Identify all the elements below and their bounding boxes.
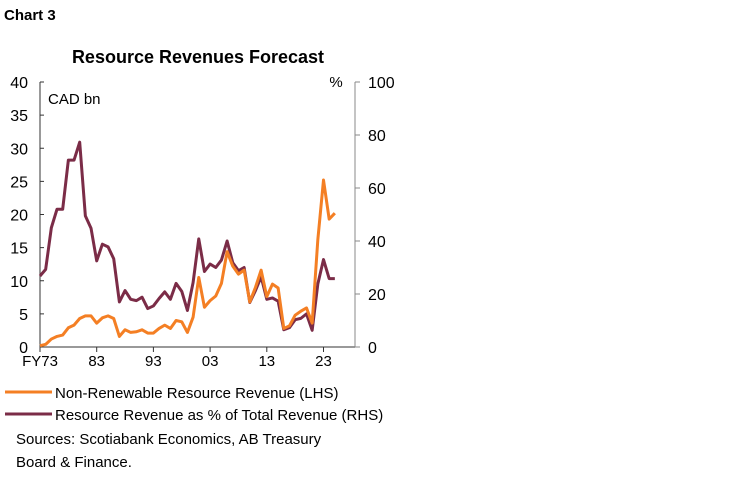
left-unit: CAD bn [48, 91, 101, 108]
header: Chart 3 [4, 7, 56, 24]
right-unit: % [329, 74, 342, 91]
right-tick-label: 20 [368, 287, 386, 304]
left-tick-label: 30 [10, 141, 28, 158]
left-tick-label: 0 [19, 340, 28, 357]
x-tick-label: FY73 [22, 353, 58, 370]
chart-title: Resource Revenues Forecast [72, 47, 324, 67]
left-tick-label: 15 [10, 241, 28, 258]
x-tick-label: 13 [258, 353, 275, 370]
right-tick-label: 100 [368, 75, 395, 92]
x-tick-label: 93 [145, 353, 162, 370]
series-line [38, 140, 335, 332]
left-tick-label: 40 [10, 75, 28, 92]
left-tick-label: 35 [10, 108, 28, 125]
right-tick-label: 0 [368, 340, 377, 357]
sources-line: Sources: Scotiabank Economics, AB Treasu… [16, 431, 322, 448]
x-tick-label: 03 [202, 353, 219, 370]
left-tick-label: 25 [10, 174, 28, 191]
right-tick-label: 60 [368, 181, 386, 198]
x-tick-label: 83 [88, 353, 105, 370]
left-tick-label: 20 [10, 208, 28, 225]
left-tick-label: 10 [10, 274, 28, 291]
legend-label: Resource Revenue as % of Total Revenue (… [55, 407, 383, 424]
right-tick-label: 80 [368, 128, 386, 145]
x-tick-label: 23 [315, 353, 332, 370]
legend-label: Non-Renewable Resource Revenue (LHS) [55, 385, 338, 402]
sources-line: Board & Finance. [16, 454, 132, 471]
right-tick-label: 40 [368, 234, 386, 251]
left-tick-label: 5 [19, 307, 28, 324]
